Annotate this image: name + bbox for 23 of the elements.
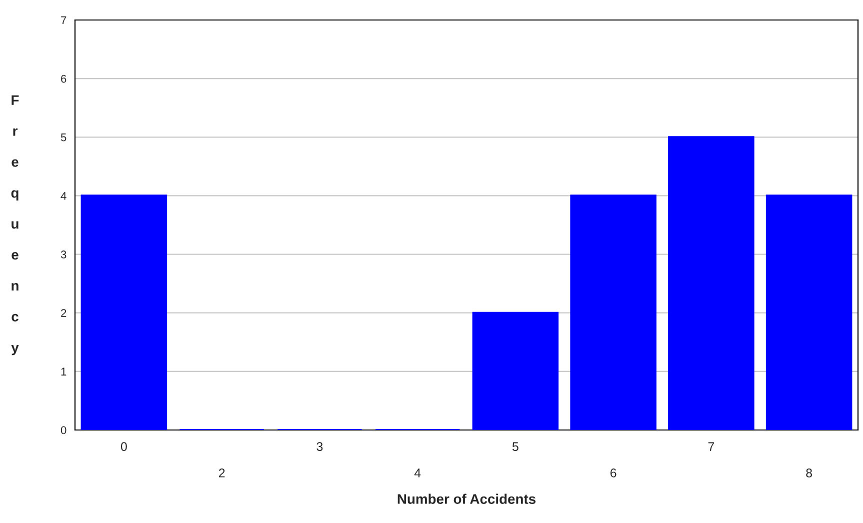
x-tick-label: 3 <box>316 442 323 451</box>
bar <box>766 194 852 430</box>
x-tick-label: 4 <box>414 468 421 478</box>
x-axis-title: Number of Accidents <box>398 494 536 504</box>
y-tick-label: 4 <box>60 192 66 200</box>
y-tick-label: 3 <box>60 250 66 258</box>
bar <box>668 136 754 430</box>
x-tick-label: 0 <box>120 442 127 451</box>
y-tick-label: 2 <box>61 309 66 317</box>
y-tick-label: 7 <box>61 16 66 24</box>
bar <box>570 194 656 430</box>
x-tick-label: 8 <box>806 468 812 478</box>
x-tick-label: 7 <box>708 442 714 451</box>
y-tick-label: 1 <box>61 368 66 376</box>
y-tick-label: 0 <box>60 426 66 434</box>
x-tick-label: 2 <box>218 468 225 478</box>
bar <box>80 194 168 430</box>
y-tick-label: 6 <box>61 74 66 83</box>
x-tick-label: 6 <box>610 468 616 478</box>
text: Frequency <box>11 95 19 356</box>
x-tick-label: 5 <box>512 442 518 451</box>
bar <box>472 312 559 430</box>
y-tick-label: 5 <box>60 134 66 142</box>
